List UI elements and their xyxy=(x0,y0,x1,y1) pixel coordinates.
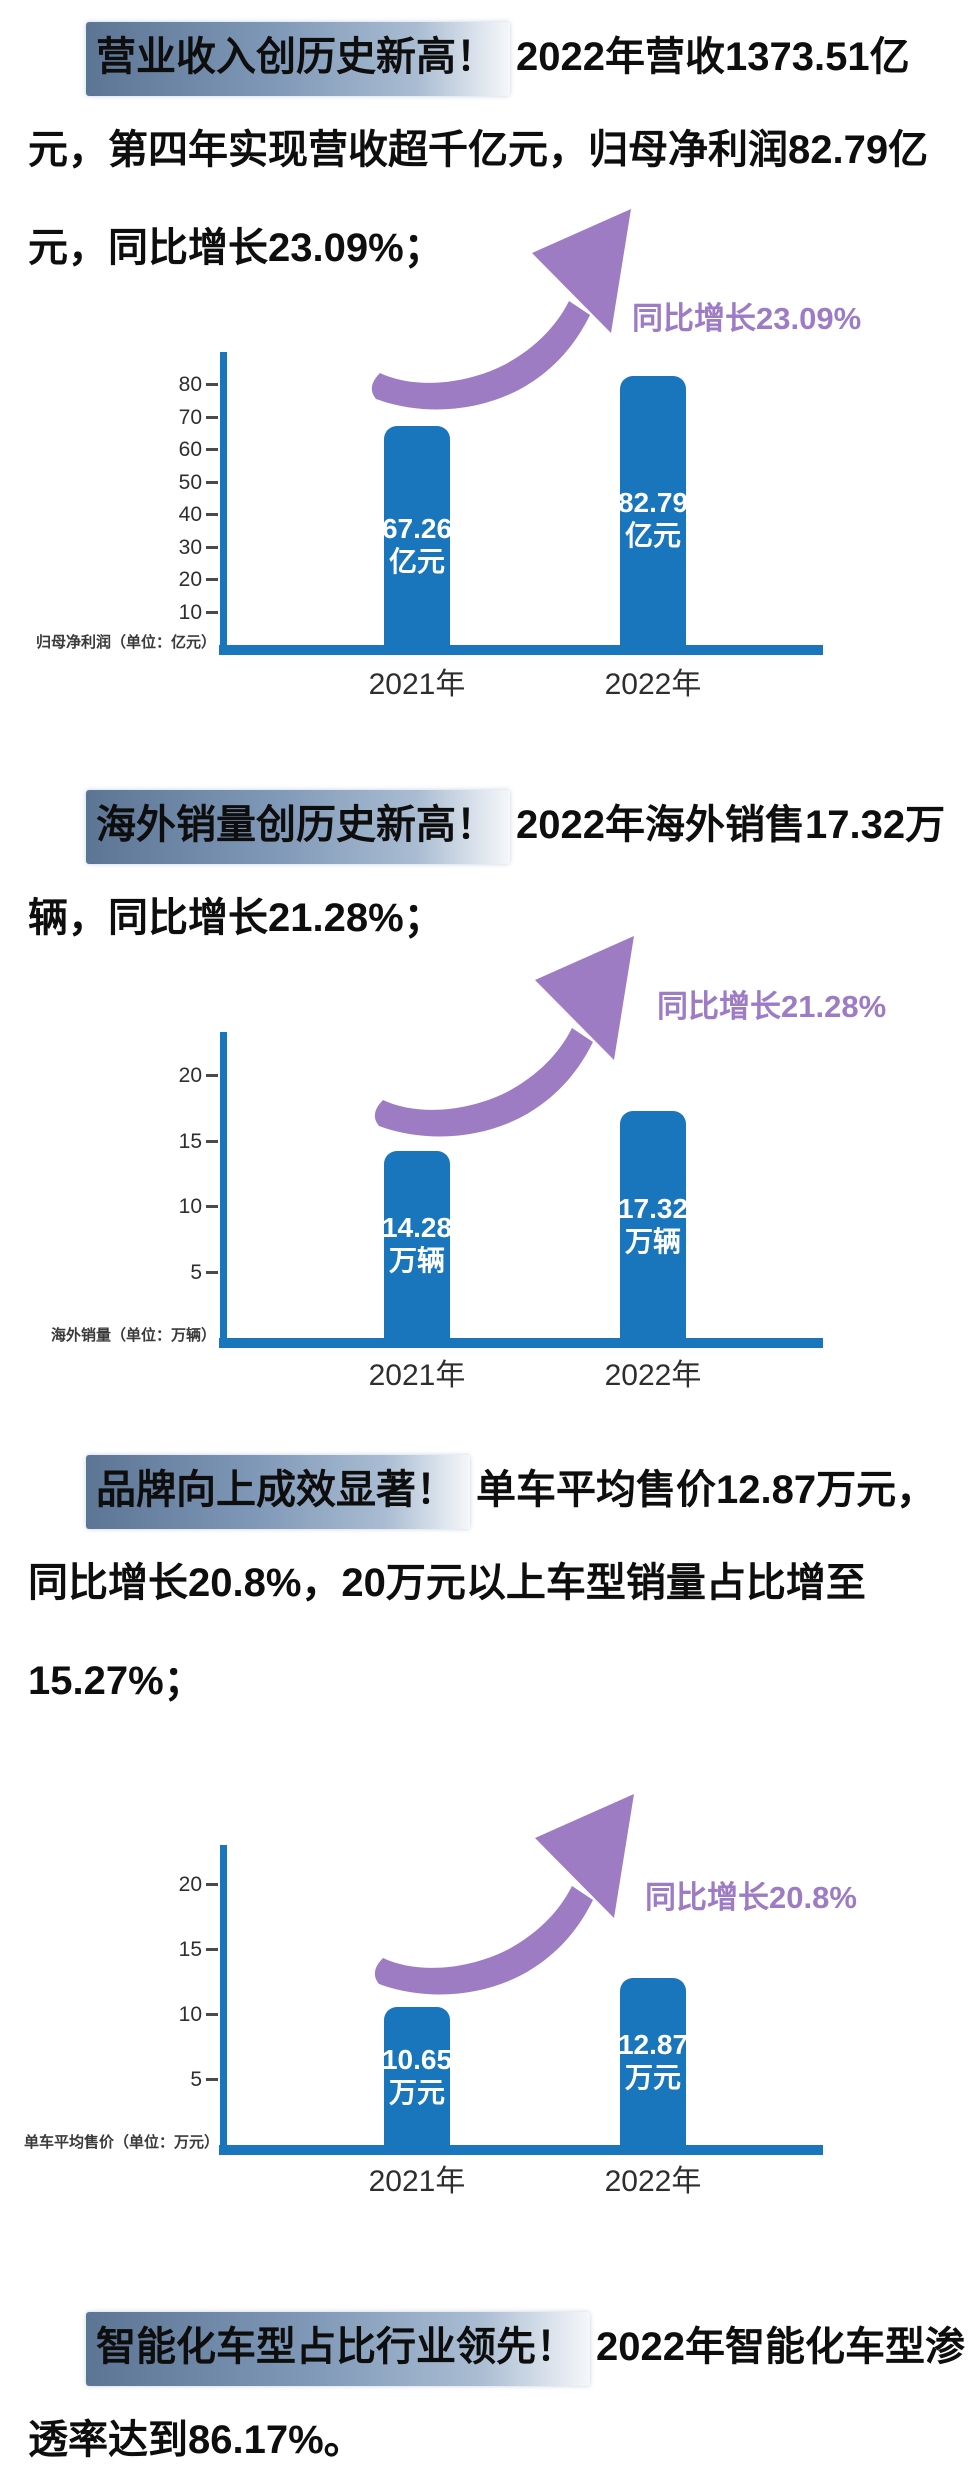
y-tick-label: 60 xyxy=(178,438,202,461)
y-tick-label: 5 xyxy=(190,1260,202,1284)
y-tick-label: 30 xyxy=(178,535,202,559)
x-category-label-2021: 2021年 xyxy=(368,668,466,701)
y-tick-mark xyxy=(206,1074,218,1077)
y-tick-mark xyxy=(206,480,218,484)
headline-text: 2022年营收1373.51亿 xyxy=(516,35,910,79)
x-category-label-2021: 2021年 xyxy=(368,2165,466,2198)
y-tick-mark xyxy=(206,2078,218,2081)
y-axis-unit-label: 单车平均售价（单位：万元） xyxy=(24,2134,220,2151)
x-axis-baseline xyxy=(219,1338,823,1348)
headline-line: 智能化车型占比行业领先！ 2022年智能化车型渗 xyxy=(28,2312,965,2386)
bar-value-label: 12.87 xyxy=(617,2029,689,2061)
x-category-label-2022: 2022年 xyxy=(604,2165,702,2198)
y-tick-mark xyxy=(206,448,218,451)
bar-2021: 67.26 亿元 xyxy=(381,426,453,645)
bar-2022: 12.87 万元 xyxy=(617,1977,689,2145)
y-tick-mark xyxy=(206,1139,218,1143)
y-tick-mark xyxy=(206,1205,218,1208)
bar-2022: 82.79 亿元 xyxy=(617,375,689,645)
headline-line: 辆，同比增长21.28%； xyxy=(28,896,444,940)
headline-text: 单车平均售价12.87万元， xyxy=(476,1468,937,1512)
y-axis-line xyxy=(220,1032,227,1348)
y-tick-mark xyxy=(206,513,218,516)
y-tick-mark xyxy=(206,1883,218,1886)
chart-overseas-sales: 同比增长21.28% 海外销量（单位：万辆） 5 10 15 20 14.28 万辆 1… xyxy=(0,925,968,1425)
growth-arrow-icon xyxy=(371,209,631,410)
y-tick-label: 70 xyxy=(178,405,202,429)
y-tick-mark xyxy=(206,2013,218,2016)
y-tick-mark xyxy=(206,610,218,614)
bar-unit-label: 万元 xyxy=(389,2076,446,2108)
y-tick-label: 50 xyxy=(178,470,202,494)
y-tick-mark xyxy=(206,545,218,549)
y-tick-mark xyxy=(206,383,218,386)
bar-value-label: 14.28 xyxy=(381,1212,453,1244)
highlight-band: 智能化车型占比行业领先！ xyxy=(86,2312,590,2386)
bar-value-label: 10.65 xyxy=(381,2043,453,2075)
bar-unit-label: 万辆 xyxy=(625,1225,682,1257)
y-tick-label: 15 xyxy=(178,1129,202,1153)
y-tick-label: 10 xyxy=(178,1195,202,1218)
chart-net-profit: 同比增长23.09% 归母净利润（单位：亿元） 10 20 30 40 50 60 70 80… xyxy=(0,195,968,715)
headline-text: 2022年海外销售17.32万 xyxy=(516,803,946,847)
growth-arrow-icon xyxy=(374,936,634,1137)
bar-unit-label: 亿元 xyxy=(625,520,682,552)
headline-line: 品牌向上成效显著！ 单车平均售价12.87万元， xyxy=(28,1455,958,1529)
x-category-label-2021: 2021年 xyxy=(368,1359,466,1392)
y-tick-label: 10 xyxy=(178,2003,202,2026)
growth-arrow-icon xyxy=(374,1794,634,1995)
bar-value-label: 17.32 xyxy=(617,1192,689,1224)
y-tick-label: 10 xyxy=(178,600,202,624)
bar-2021: 10.65 万元 xyxy=(381,2006,453,2145)
x-category-label-2022: 2022年 xyxy=(604,1359,702,1392)
y-tick-label: 15 xyxy=(178,1938,202,1961)
headline-line: 营业收入创历史新高！ 2022年营收1373.51亿 xyxy=(28,22,958,96)
y-tick-label: 20 xyxy=(178,1873,202,1896)
bar-unit-label: 万辆 xyxy=(389,1245,446,1277)
chart-average-price: 同比增长20.8% 单车平均售价（单位：万元） 5 10 15 20 10.65 万元 … xyxy=(0,1782,968,2212)
y-tick-mark xyxy=(206,578,218,581)
x-axis-baseline xyxy=(219,645,823,655)
y-tick-label: 20 xyxy=(178,1064,202,1087)
growth-rate-label: 同比增长23.09% xyxy=(632,301,862,336)
highlight-band: 营业收入创历史新高！ xyxy=(86,22,510,96)
growth-rate-label: 同比增长21.28% xyxy=(657,989,887,1024)
highlight-band: 品牌向上成效显著！ xyxy=(86,1455,470,1529)
headline-line: 透率达到86.17%。 xyxy=(28,2418,364,2462)
headline-line: 15.27%； xyxy=(28,1659,204,1703)
bar-unit-label: 万元 xyxy=(625,2062,682,2094)
y-tick-label: 40 xyxy=(178,503,202,526)
y-tick-label: 80 xyxy=(178,373,202,396)
y-axis-unit-label: 归母净利润（单位：亿元） xyxy=(35,634,216,651)
y-tick-label: 20 xyxy=(178,568,202,591)
y-tick-mark xyxy=(206,1948,218,1951)
headline-line: 元，第四年实现营收超千亿元，归母净利润82.79亿 xyxy=(28,128,929,172)
headline-line: 同比增长20.8%，20万元以上车型销量占比增至 xyxy=(28,1561,866,1605)
x-category-label-2022: 2022年 xyxy=(604,668,702,701)
bar-2022: 17.32 万辆 xyxy=(617,1111,689,1338)
headline-line: 海外销量创历史新高！ 2022年海外销售17.32万 xyxy=(28,790,958,864)
y-tick-mark xyxy=(206,415,218,419)
y-tick-mark xyxy=(206,1270,218,1274)
bar-value-label: 82.79 xyxy=(617,487,689,519)
growth-rate-label: 同比增长20.8% xyxy=(645,1880,857,1915)
y-axis-unit-label: 海外销量（单位：万辆） xyxy=(50,1327,216,1344)
headline-text: 2022年智能化车型渗 xyxy=(596,2325,965,2369)
y-tick-label: 5 xyxy=(190,2068,202,2091)
highlight-band: 海外销量创历史新高！ xyxy=(86,790,510,864)
bar-value-label: 67.26 xyxy=(381,512,453,544)
bar-unit-label: 亿元 xyxy=(389,545,446,577)
bar-2021: 14.28 万辆 xyxy=(381,1150,453,1338)
headline-line: 元，同比增长23.09%； xyxy=(28,226,444,270)
y-axis-line xyxy=(220,352,227,655)
y-axis-line xyxy=(220,1845,227,2155)
x-axis-baseline xyxy=(219,2145,823,2155)
